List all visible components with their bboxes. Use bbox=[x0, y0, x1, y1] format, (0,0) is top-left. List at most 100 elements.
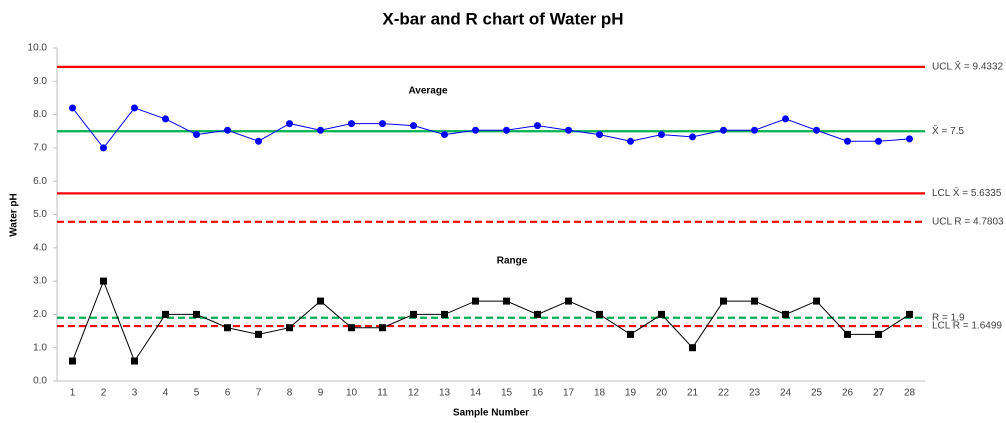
point-marker bbox=[379, 324, 386, 332]
point-marker bbox=[472, 126, 479, 134]
point-marker bbox=[844, 330, 851, 338]
y-tick-label: 9.0 bbox=[33, 76, 47, 87]
reference-label: X̄ = 7.5 bbox=[932, 124, 964, 137]
reference-label: LCL R = 1.6499 bbox=[932, 321, 1002, 332]
point-marker bbox=[751, 126, 758, 134]
point-marker bbox=[596, 310, 603, 318]
x-tick-label: 10 bbox=[346, 388, 358, 399]
y-tick-label: 5.0 bbox=[33, 209, 47, 220]
point-marker bbox=[534, 122, 541, 130]
point-marker bbox=[906, 135, 913, 143]
point-marker bbox=[162, 310, 169, 318]
point-marker bbox=[69, 104, 76, 112]
point-marker bbox=[813, 126, 820, 134]
point-marker bbox=[348, 120, 355, 128]
y-tick-label: 0.0 bbox=[33, 376, 47, 387]
x-tick-label: 17 bbox=[563, 388, 575, 399]
point-marker bbox=[255, 137, 262, 145]
y-axis-label: Water pH bbox=[9, 193, 20, 237]
y-tick-label: 8.0 bbox=[33, 109, 47, 120]
point-marker bbox=[627, 137, 634, 145]
reference-label: LCL X̄ = 5.6335 bbox=[932, 187, 1002, 200]
y-tick-label: 4.0 bbox=[33, 242, 47, 253]
point-marker bbox=[534, 310, 541, 318]
y-tick-label: 10.0 bbox=[28, 43, 48, 54]
point-marker bbox=[720, 126, 727, 134]
point-marker bbox=[689, 133, 696, 141]
point-marker bbox=[317, 126, 324, 134]
point-marker bbox=[503, 126, 510, 134]
point-marker bbox=[286, 324, 293, 332]
point-marker bbox=[658, 131, 665, 139]
x-tick-label: 27 bbox=[873, 388, 885, 399]
point-marker bbox=[162, 115, 169, 123]
point-marker bbox=[503, 297, 510, 305]
point-marker bbox=[255, 330, 262, 338]
x-tick-label: 18 bbox=[594, 388, 606, 399]
chart-title: X-bar and R chart of Water pH bbox=[382, 9, 623, 28]
y-tick-label: 7.0 bbox=[33, 143, 47, 154]
reference-label: UCL X̄ = 9.4332 bbox=[932, 60, 1004, 73]
point-marker bbox=[131, 104, 138, 112]
series-annotation: Range bbox=[497, 256, 528, 267]
point-marker bbox=[751, 297, 758, 305]
point-marker bbox=[813, 297, 820, 305]
y-tick-label: 2.0 bbox=[33, 309, 47, 320]
point-marker bbox=[596, 131, 603, 139]
series-line bbox=[72, 107, 910, 149]
x-tick-label: 16 bbox=[532, 388, 544, 399]
x-tick-label: 20 bbox=[656, 388, 668, 399]
x-tick-label: 4 bbox=[163, 388, 169, 399]
point-marker bbox=[627, 330, 634, 338]
point-marker bbox=[441, 310, 448, 318]
x-tick-label: 6 bbox=[225, 388, 231, 399]
x-tick-label: 5 bbox=[194, 388, 200, 399]
x-tick-label: 3 bbox=[132, 388, 138, 399]
point-marker bbox=[224, 324, 231, 332]
x-tick-label: 23 bbox=[749, 388, 761, 399]
point-marker bbox=[193, 131, 200, 139]
y-tick-label: 3.0 bbox=[33, 276, 47, 287]
point-marker bbox=[844, 137, 851, 145]
point-marker bbox=[69, 357, 76, 365]
y-tick-label: 6.0 bbox=[33, 176, 47, 187]
point-marker bbox=[286, 120, 293, 128]
point-marker bbox=[379, 120, 386, 128]
x-tick-label: 24 bbox=[780, 388, 792, 399]
reference-label: R = 1.9 bbox=[932, 312, 965, 323]
point-marker bbox=[410, 310, 417, 318]
point-marker bbox=[317, 297, 324, 305]
series-annotation: Average bbox=[408, 86, 448, 97]
point-marker bbox=[875, 137, 882, 145]
x-tick-label: 15 bbox=[501, 388, 513, 399]
x-tick-label: 19 bbox=[625, 388, 637, 399]
x-tick-label: 21 bbox=[687, 388, 699, 399]
x-axis-label: Sample Number bbox=[453, 408, 529, 419]
x-tick-label: 9 bbox=[318, 388, 324, 399]
x-tick-label: 2 bbox=[101, 388, 107, 399]
x-tick-label: 14 bbox=[470, 388, 482, 399]
x-tick-label: 12 bbox=[408, 388, 420, 399]
x-tick-label: 1 bbox=[70, 388, 76, 399]
x-tick-label: 22 bbox=[718, 388, 730, 399]
series-line bbox=[72, 279, 910, 363]
x-tick-label: 28 bbox=[904, 388, 916, 399]
point-marker bbox=[875, 330, 882, 338]
y-tick-label: 1.0 bbox=[33, 342, 47, 353]
point-marker bbox=[224, 126, 231, 134]
x-tick-label: 25 bbox=[811, 388, 823, 399]
point-marker bbox=[472, 297, 479, 305]
point-marker bbox=[720, 297, 727, 305]
point-marker bbox=[782, 115, 789, 123]
point-marker bbox=[906, 310, 913, 318]
point-marker bbox=[782, 310, 789, 318]
x-tick-label: 7 bbox=[256, 388, 262, 399]
x-tick-label: 8 bbox=[287, 388, 293, 399]
point-marker bbox=[410, 122, 417, 130]
point-marker bbox=[348, 324, 355, 332]
point-marker bbox=[689, 344, 696, 352]
x-tick-label: 26 bbox=[842, 388, 854, 399]
point-marker bbox=[100, 144, 107, 152]
